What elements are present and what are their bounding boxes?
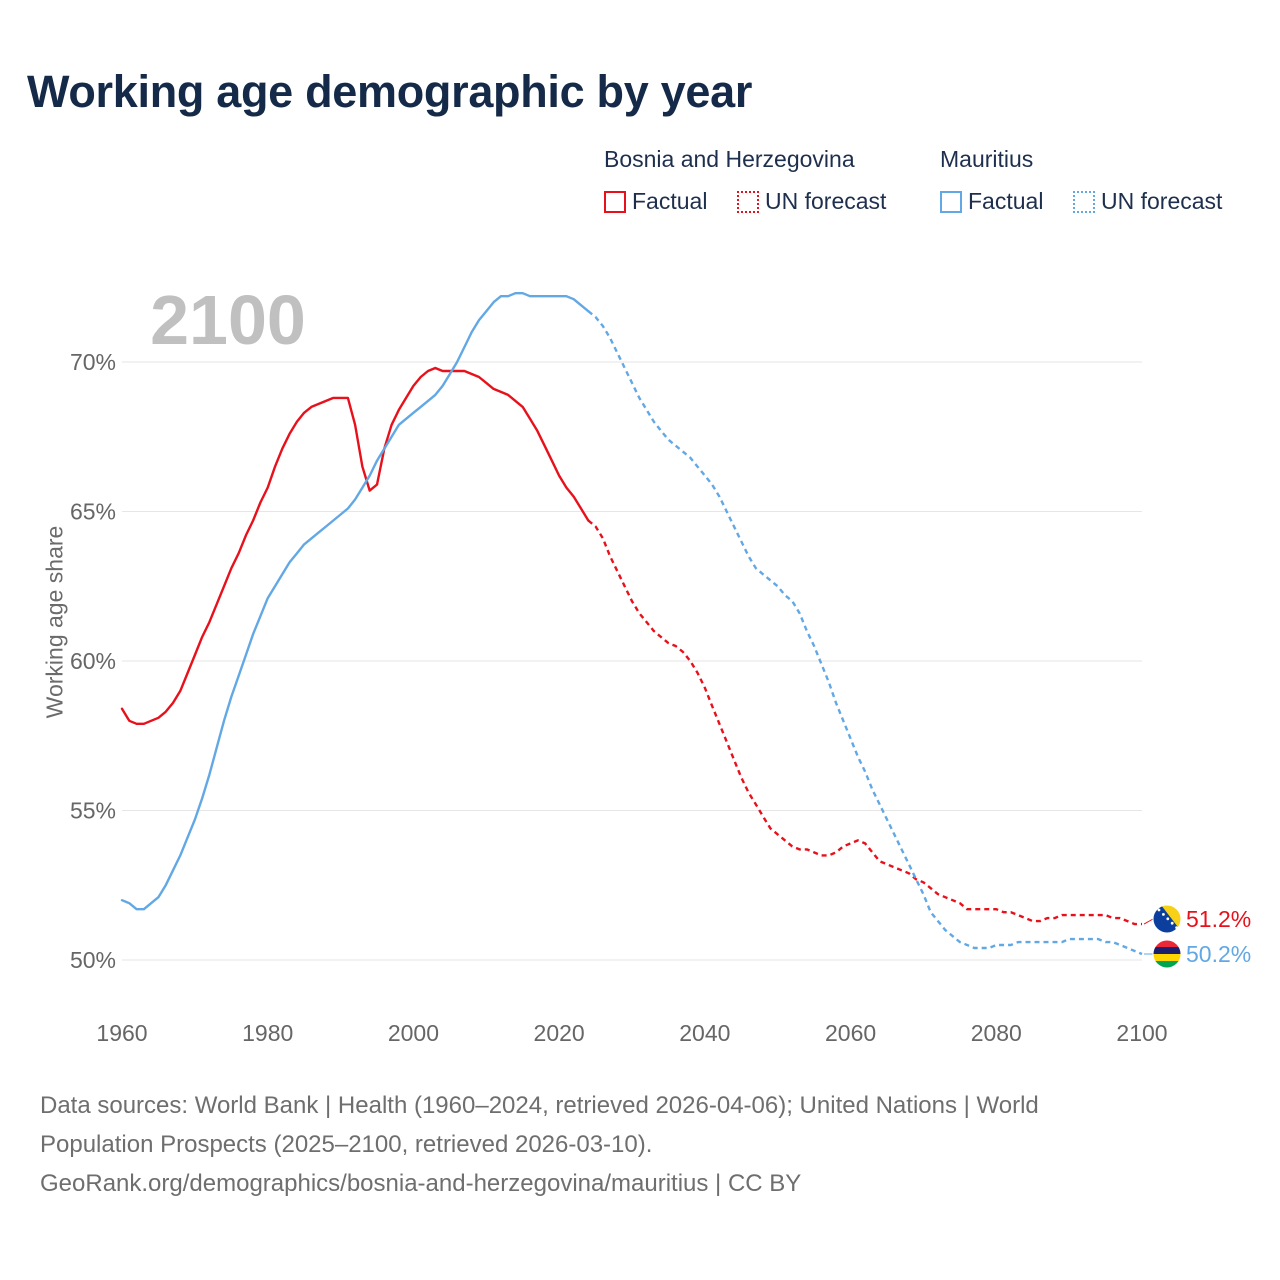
solid-swatch-icon	[940, 190, 962, 213]
y-tick-label: 70%	[70, 349, 116, 375]
series-line-factual-0[interactable]	[120, 366, 590, 725]
legend-item-label: Factual	[632, 188, 708, 214]
x-tick-label: 2080	[971, 1020, 1022, 1046]
end-connector	[1143, 918, 1154, 925]
y-tick-label: 65%	[70, 499, 116, 525]
legend-item-label: UN forecast	[765, 188, 887, 214]
series-end-label: 51.2%	[1186, 906, 1251, 932]
solid-swatch-icon	[604, 190, 626, 213]
legend-item-bosnia-factual[interactable]: Factual	[604, 188, 707, 215]
legend-group-name: Mauritius	[940, 146, 1034, 172]
legend-item-mauritius-forecast[interactable]: UN forecast	[1073, 188, 1222, 215]
y-tick-label: 50%	[70, 947, 116, 973]
legend-item-bosnia-forecast[interactable]: UN forecast	[737, 188, 886, 215]
legend-group-name: Bosnia and Herzegovina	[604, 146, 855, 172]
x-tick-label: 2060	[825, 1020, 876, 1046]
x-tick-label: 1980	[242, 1020, 293, 1046]
source-note: Data sources: World Bank | Health (1960–…	[40, 1086, 1240, 1203]
year-overlay: 2100	[150, 281, 306, 359]
series-end-label: 50.2%	[1186, 941, 1251, 967]
x-tick-label: 2040	[679, 1020, 730, 1046]
series-line-forecast-0[interactable]	[587, 519, 1142, 926]
series-line-forecast-1[interactable]	[587, 310, 1143, 956]
series-line-factual-1[interactable]	[120, 292, 590, 911]
bosnia-flag-icon	[1152, 904, 1182, 934]
x-tick-label: 1960	[96, 1020, 147, 1046]
dotted-swatch-icon	[1073, 190, 1095, 213]
source-line-2: Population Prospects (2025–2100, retriev…	[40, 1131, 653, 1158]
legend-item-label: UN forecast	[1101, 188, 1223, 214]
source-line-3[interactable]: GeoRank.org/demographics/bosnia-and-herz…	[40, 1170, 802, 1197]
legend-item-mauritius-factual[interactable]: Factual	[940, 188, 1043, 215]
x-tick-label: 2020	[534, 1020, 585, 1046]
y-tick-label: 60%	[70, 648, 116, 674]
x-tick-label: 2000	[388, 1020, 439, 1046]
legend-item-label: Factual	[968, 188, 1044, 214]
chart-title: Working age demographic by year	[27, 66, 753, 117]
mauritius-flag-icon	[1152, 939, 1182, 969]
x-tick-label: 2100	[1116, 1020, 1167, 1046]
source-line-1: Data sources: World Bank | Health (1960–…	[40, 1092, 1039, 1119]
y-tick-label: 55%	[70, 798, 116, 824]
dotted-swatch-icon	[737, 190, 759, 213]
